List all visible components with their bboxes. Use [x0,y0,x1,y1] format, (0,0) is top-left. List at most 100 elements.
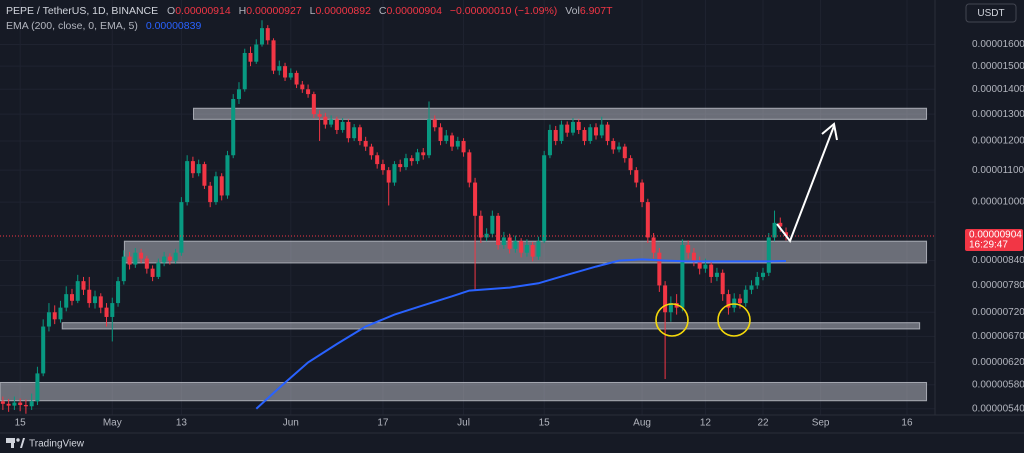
candle-body [530,244,535,257]
candle-body [714,272,719,277]
candle-body [375,155,380,165]
y-tick-label: 0.00000540 [972,403,1024,414]
x-tick-label: 13 [176,418,188,429]
high-prefix: H [238,5,247,17]
candle-body [167,256,172,261]
candle-body [0,401,5,404]
candle-body [663,285,668,313]
candle-body [185,161,190,203]
x-tick-label: Jul [457,418,470,429]
candle-body [334,119,339,130]
candle-body [732,298,737,308]
volume-prefix: Vol [565,5,580,17]
candle-body [444,135,449,141]
candle-body [29,401,34,407]
candle-body [265,28,270,41]
candle-body [173,252,178,261]
candle-body [386,170,391,183]
candle-body [490,215,495,234]
candle-body [311,94,316,115]
candle-body [582,129,587,141]
candle-body [570,121,575,133]
candle-body [478,215,483,238]
y-tick-label: 0.00001100 [972,165,1024,176]
candle-body [127,256,132,265]
candle-body [340,121,345,130]
candle-body [542,155,547,242]
candle-body [473,182,478,216]
x-tick-label: May [103,418,122,429]
candle-body [686,244,691,253]
candle-body [242,52,247,90]
ema-line [255,258,787,410]
y-tick-label: 0.00000670 [972,331,1024,342]
candle-body [501,237,506,245]
y-tick-label: 0.00000580 [972,379,1024,390]
y-tick-label: 0.00001000 [972,197,1024,208]
open-prefix: O [167,5,176,17]
x-tick-label: 16 [901,418,913,429]
candle-body [634,170,639,183]
candle-body [300,84,305,90]
candle-body [283,66,288,78]
close-value: 0.00000904 [386,5,442,17]
y-tick-label: 0.00001300 [972,109,1024,120]
candle-body [236,89,241,99]
candle-body [208,185,213,203]
currency-button[interactable] [965,3,1017,23]
candle-body [150,268,155,277]
candle-body [64,294,69,308]
candle-body [87,289,92,304]
candle-body [507,237,512,249]
x-tick-label: 12 [700,418,712,429]
candle-body [259,28,265,45]
candle-body [519,241,524,253]
candle-body [213,176,218,203]
brand-name: TradingView [29,439,85,450]
candle-body [202,164,207,186]
low-prefix: L [309,5,316,17]
candle-body [133,252,138,265]
projection-arrow [776,125,835,244]
candle-body [277,66,282,71]
candle-body [162,256,167,263]
candle-body [398,164,403,168]
candle-body [93,296,98,304]
candle-body [628,158,633,171]
candle-body [743,289,748,304]
countdown-label: 16:29:47 [969,240,1008,251]
candle-body [254,44,259,62]
candle-body [467,152,472,183]
y-tick-label: 0.00000840 [972,255,1024,266]
candle-body [346,121,351,139]
candle-body [219,176,224,196]
highlight-circle [717,303,751,337]
high-value: 0.00000927 [246,5,302,17]
candle-body [179,202,184,253]
candle-body [116,281,121,304]
candle-body [651,237,656,253]
candle-body [75,281,80,301]
candles [0,20,789,414]
candle-body [426,119,432,156]
y-tick-label: 0.00001200 [972,136,1024,147]
candle-body [547,129,552,156]
price-zone [0,381,928,402]
y-tick-label: 0.00001600 [972,39,1024,50]
candle-body [668,303,673,313]
candle-body [461,140,466,153]
candle-body [139,252,144,259]
candle-body [576,121,581,130]
price-zone [192,107,928,120]
candle-body [144,258,149,269]
candle-body [720,272,725,295]
candle-body [513,241,518,249]
candle-body [352,127,357,139]
candle-body [553,129,558,141]
candle-body [369,146,374,156]
currency-label[interactable]: USDT [977,8,1004,19]
candle-body [536,241,541,257]
candle-body [524,244,529,253]
candle-body [415,152,420,162]
